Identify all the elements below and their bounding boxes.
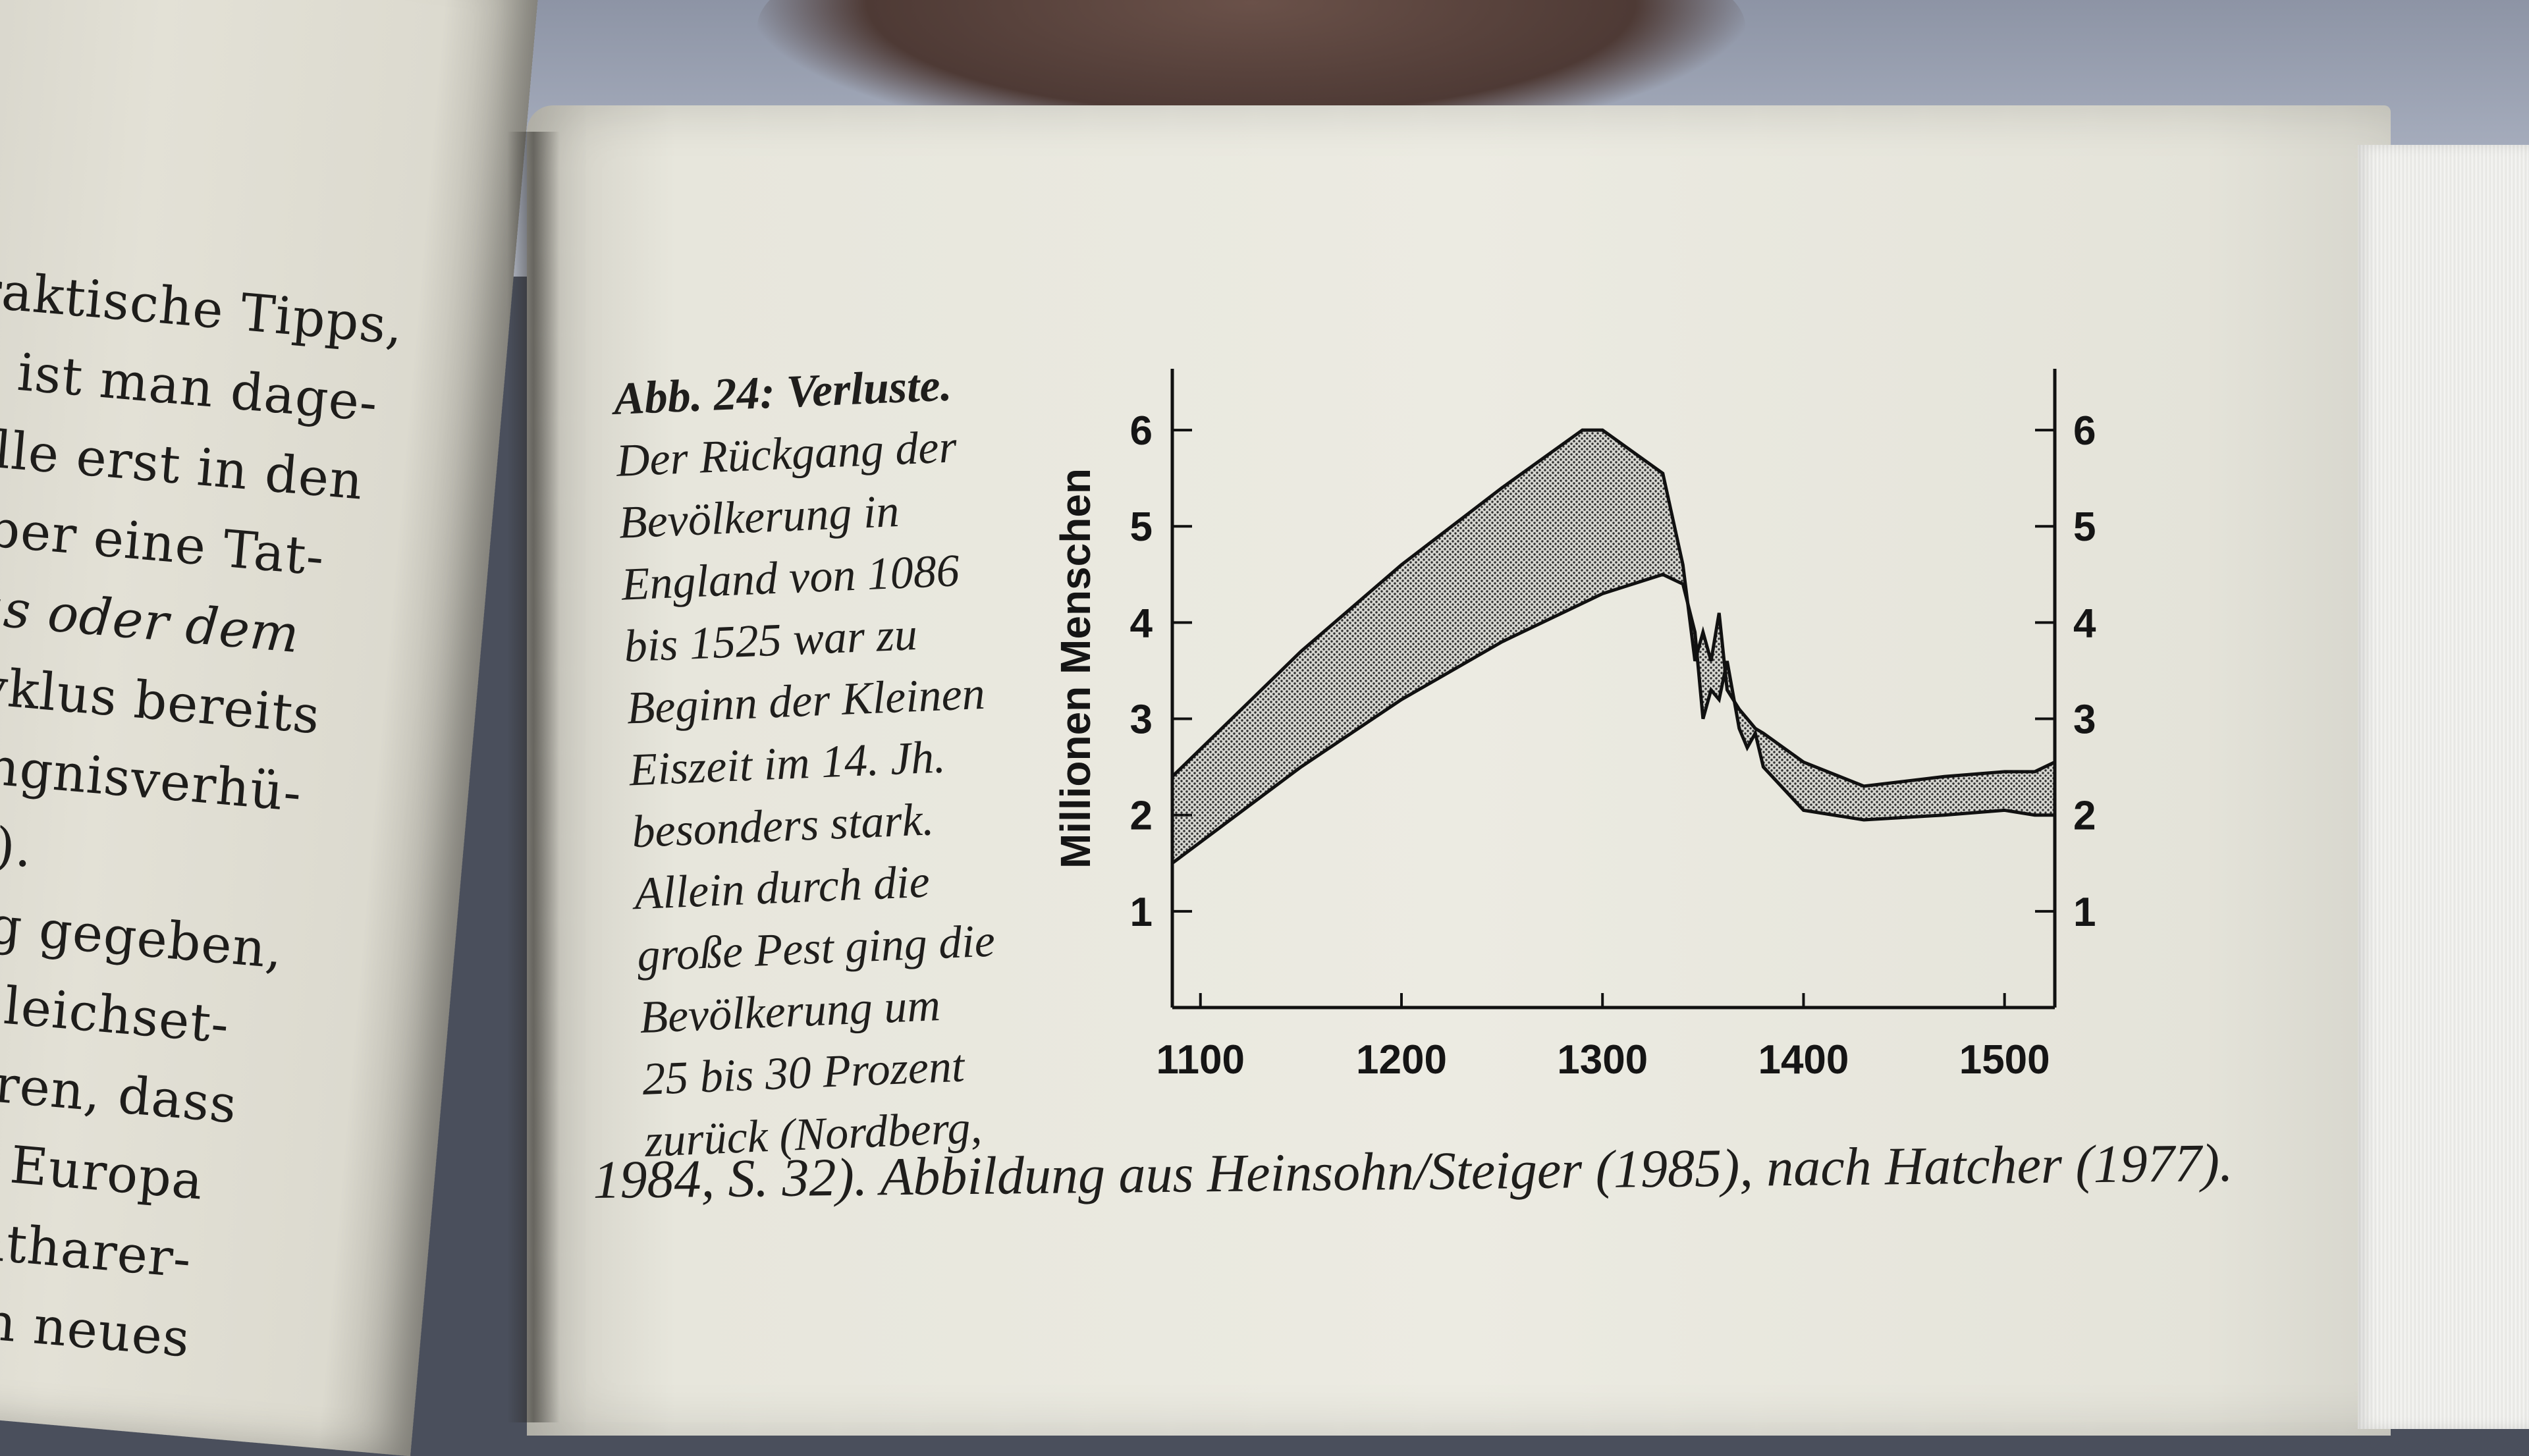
y-tick-label-left: 1 [1130, 890, 1153, 935]
population-chart: 1100 1200 1300 1400 1500 1 2 3 4 5 6 1 2 3 4 5 6 Millione… [1027, 342, 2121, 1119]
y-tick-label-right: 3 [2073, 697, 2096, 743]
y-tick-label-left: 6 [1130, 408, 1153, 454]
right-page [527, 105, 2391, 1436]
y-tick-label-left: 2 [1130, 794, 1153, 839]
x-tick-label: 1400 [1758, 1037, 1849, 1083]
y-tick-label-left: 3 [1130, 697, 1153, 743]
y-tick-label-right: 4 [2073, 601, 2096, 646]
lower-estimate-line [1171, 572, 2055, 865]
book-gutter [507, 132, 560, 1422]
page-edges [2358, 145, 2529, 1429]
x-tick-label: 1500 [1959, 1037, 2050, 1083]
population-band [1172, 430, 2055, 863]
x-tick-label: 1100 [1156, 1037, 1245, 1083]
y-tick-label-right: 1 [2073, 890, 2096, 935]
x-tick-label: 1300 [1557, 1037, 1648, 1083]
upper-estimate-line [1171, 428, 2056, 788]
y-tick-label-right: 2 [2073, 794, 2096, 839]
x-tick-label: 1200 [1356, 1037, 1447, 1083]
figure-caption: Abb. 24: Verluste. Der Rückgang der Bevö… [612, 351, 1068, 1173]
y-axis-label: Millionen Menschen [1052, 468, 1099, 869]
y-tick-label-right: 5 [2073, 504, 2096, 550]
y-tick-label-left: 4 [1130, 601, 1153, 646]
y-tick-label-left: 5 [1130, 504, 1153, 550]
chart-svg: 1100 1200 1300 1400 1500 1 2 3 4 5 6 1 2 3 4 5 6 Millione… [1052, 369, 2096, 1083]
y-tick-label-right: 6 [2073, 408, 2096, 454]
